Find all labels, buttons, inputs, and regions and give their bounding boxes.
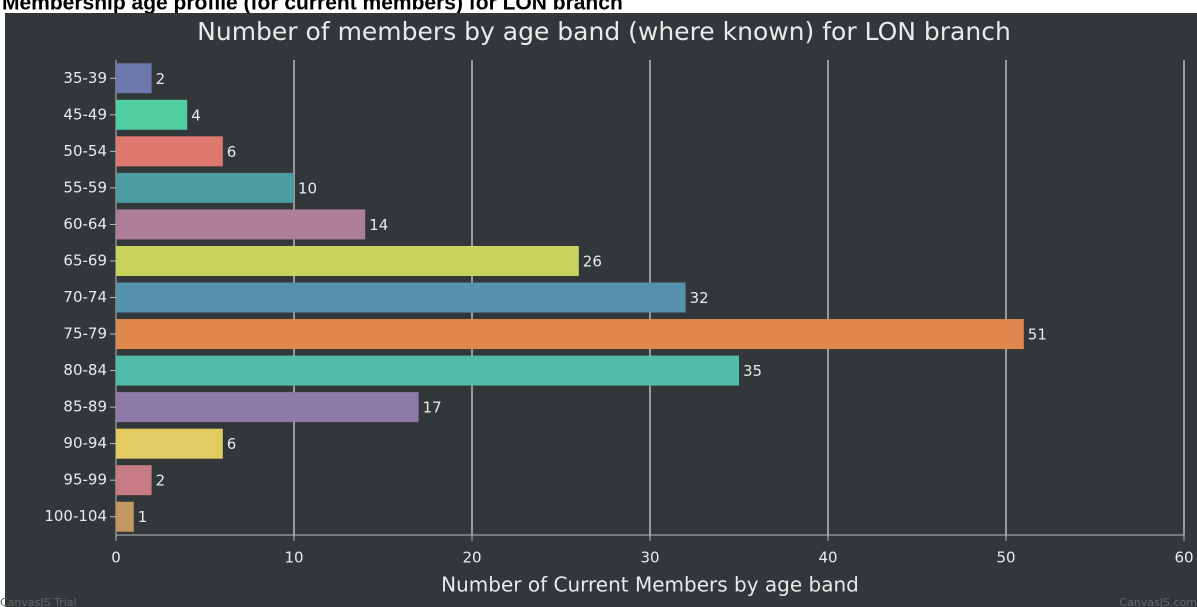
x-axis-title: Number of Current Members by age band — [441, 573, 859, 597]
y-tick-label: 50-54 — [63, 142, 107, 160]
data-label: 4 — [191, 106, 201, 124]
y-tick-label: 100-104 — [44, 507, 107, 525]
bar — [116, 99, 188, 130]
watermark: CanvasJS.com — [1119, 596, 1197, 607]
bar — [116, 209, 366, 240]
x-tick-label: 60 — [1174, 549, 1193, 567]
data-label: 26 — [583, 252, 602, 270]
watermark: CanvasJS Trial — [0, 596, 77, 607]
data-label: 10 — [298, 179, 317, 197]
bar — [116, 172, 294, 203]
x-tick-label: 20 — [462, 549, 481, 567]
y-tick-label: 85-89 — [63, 398, 107, 416]
data-label: 6 — [227, 143, 237, 161]
data-label: 35 — [743, 362, 762, 380]
bar — [116, 319, 1024, 350]
bar — [116, 136, 223, 167]
x-tick-label: 40 — [818, 549, 837, 567]
data-label: 14 — [369, 216, 388, 234]
y-tick-label: 60-64 — [63, 215, 107, 233]
y-tick-label: 35-39 — [63, 69, 107, 87]
chart-title: Number of members by age band (where kno… — [197, 17, 1011, 46]
x-tick-label: 0 — [111, 549, 121, 567]
y-tick-label: 90-94 — [63, 434, 107, 452]
x-tick-label: 30 — [640, 549, 659, 567]
y-tick-label: 65-69 — [63, 251, 107, 269]
y-tick-label: 45-49 — [63, 105, 107, 123]
bar — [116, 245, 579, 276]
bar — [116, 392, 419, 423]
y-tick-label: 75-79 — [63, 325, 107, 343]
data-label: 6 — [227, 435, 237, 453]
bar — [116, 465, 152, 496]
bar — [116, 355, 739, 386]
data-label: 2 — [156, 472, 166, 490]
data-label: 51 — [1028, 326, 1047, 344]
y-tick-label: 70-74 — [63, 288, 107, 306]
y-tick-label: 55-59 — [63, 178, 107, 196]
data-label: 2 — [156, 70, 166, 88]
bar — [116, 428, 223, 459]
bar — [116, 282, 686, 313]
y-tick-label: 95-99 — [63, 471, 107, 489]
page-heading: Membership age profile (for current memb… — [2, 0, 623, 15]
data-label: 1 — [138, 508, 148, 526]
data-label: 32 — [690, 289, 709, 307]
bar — [116, 501, 134, 532]
data-label: 17 — [423, 399, 442, 417]
y-tick-label: 80-84 — [63, 361, 107, 379]
x-tick-label: 50 — [996, 549, 1015, 567]
x-tick-label: 10 — [284, 549, 303, 567]
bar — [116, 63, 152, 94]
